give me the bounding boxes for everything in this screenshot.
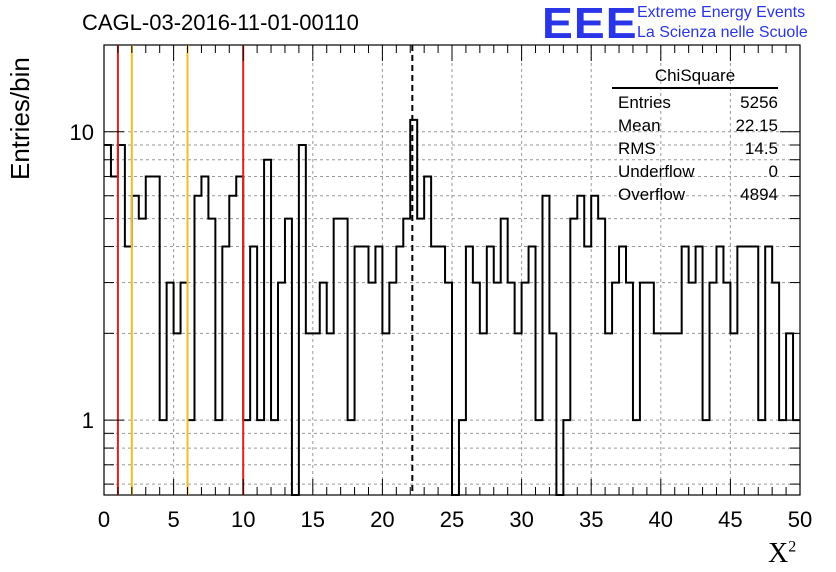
stats-box: ChiSquare Entries 5256 Mean 22.15 RMS 14.5 …: [612, 66, 778, 206]
x-tick-label: 30: [509, 507, 533, 532]
logo-line-1: Extreme Energy Events: [637, 4, 806, 21]
stats-row-underflow: Underflow 0: [618, 162, 778, 181]
stats-row-mean: Mean 22.15: [618, 116, 778, 135]
x-tick-label: 45: [718, 507, 742, 532]
y-tick-label: 1: [82, 408, 94, 433]
x-tick-label: 10: [231, 507, 255, 532]
y-tick-label: 10: [70, 120, 94, 145]
x-tick-label: 25: [440, 507, 464, 532]
stats-row-overflow: Overflow 4894: [618, 185, 778, 204]
x-tick-label: 35: [579, 507, 603, 532]
x-tick-label: 20: [370, 507, 394, 532]
histogram-series: [104, 118, 800, 496]
x-tick-label: 40: [649, 507, 673, 532]
x-tick-label: 0: [98, 507, 110, 532]
y-axis-label: Entries/bin: [5, 57, 35, 180]
chart-title: CAGL-03-2016-11-01-00110: [82, 10, 359, 35]
x-tick-label: 5: [167, 507, 179, 532]
x-tick-label: 15: [301, 507, 325, 532]
x-axis-label: X2: [768, 538, 797, 569]
stats-title: ChiSquare: [612, 66, 778, 89]
x-tick-label: 50: [788, 507, 812, 532]
stats-row-rms: RMS 14.5: [618, 139, 778, 158]
logo-line-2: La Scienza nelle Scuole: [637, 24, 808, 41]
eee-logo: EEE: [542, 0, 638, 48]
stats-row-entries: Entries 5256: [618, 93, 778, 112]
